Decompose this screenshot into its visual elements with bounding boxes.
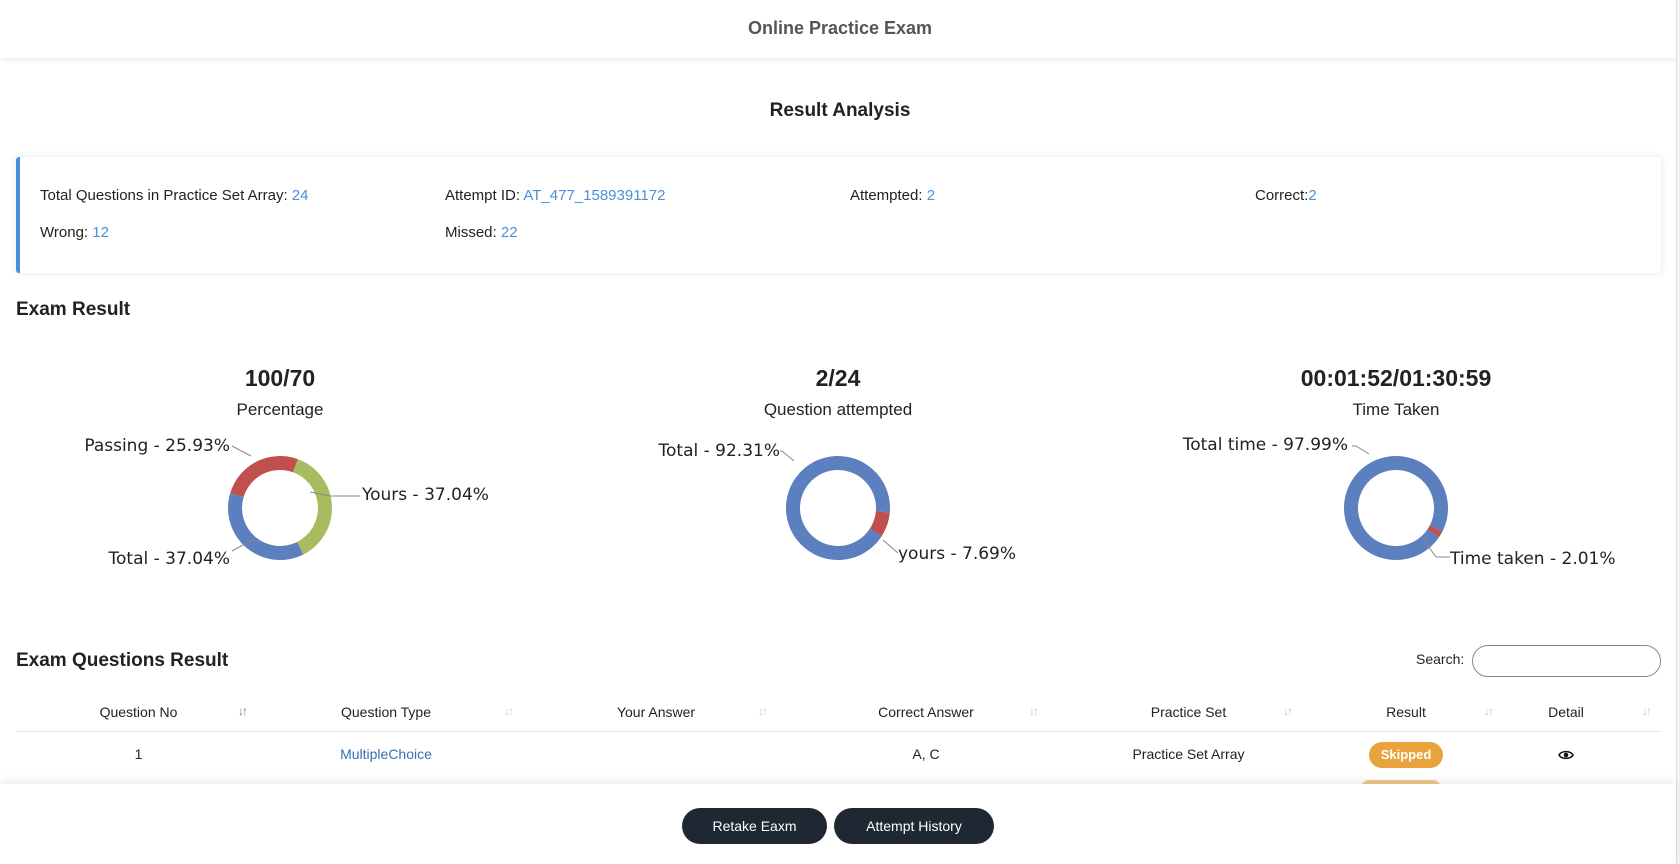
donut-slice bbox=[1344, 456, 1448, 560]
sort-icon[interactable]: ↓↑ bbox=[1029, 704, 1039, 718]
chart-subtitle: Time Taken bbox=[1352, 400, 1440, 419]
slice-label: Total - 92.31% bbox=[658, 441, 780, 461]
cell-result: Skipped bbox=[1316, 732, 1496, 776]
slice-label: Total - 37.04% bbox=[108, 549, 230, 569]
search-input[interactable] bbox=[1472, 645, 1661, 677]
table-header: Question No ↓↑ Question Type ↓↑ Your Ans… bbox=[16, 692, 1661, 732]
summary-missed: Missed: 22 bbox=[445, 224, 518, 241]
donut-slice bbox=[786, 456, 890, 560]
column-label: Practice Set bbox=[1150, 704, 1227, 720]
summary-label: Total Questions in Practice Set Array: bbox=[40, 187, 292, 204]
questions-attempted-chart: 2/24 Question attempted Total - 92.31% y… bbox=[558, 360, 1118, 590]
summary-label: Attempted: bbox=[850, 187, 927, 204]
time-taken-chart: 00:01:52/01:30:59 Time Taken Total time … bbox=[1116, 360, 1676, 590]
chart-score: 100/70 bbox=[244, 365, 316, 391]
percentage-donut: Yours - 37.04% Passing - 25.93% Total - … bbox=[84, 436, 489, 569]
exam-result-title: Exam Result bbox=[16, 299, 131, 320]
slice-label: Yours - 37.04% bbox=[361, 485, 489, 505]
cell-question-no: 1 bbox=[134, 746, 143, 762]
column-header-your-answer[interactable]: Your Answer bbox=[521, 692, 791, 732]
donut-slice bbox=[1427, 525, 1443, 538]
footer-bar: Retake Eaxm Attempt History bbox=[0, 784, 1676, 864]
column-header-question-no[interactable]: Question No bbox=[26, 692, 251, 732]
donut-slice bbox=[227, 493, 304, 560]
chart-subtitle: Question attempted bbox=[763, 400, 913, 419]
column-label: Question Type bbox=[340, 704, 432, 720]
cell-question-type: MultipleChoice bbox=[251, 732, 521, 776]
summary-correct: Correct:2 bbox=[1255, 187, 1317, 204]
questions-attempted-donut: Total - 92.31% yours - 7.69% bbox=[658, 441, 1017, 564]
top-bar: Online Practice Exam bbox=[0, 0, 1680, 58]
cell-your-answer bbox=[521, 732, 791, 776]
time-taken-donut: Total time - 97.99% Time taken - 2.01% bbox=[1182, 435, 1616, 569]
slice-label: Total time - 97.99% bbox=[1182, 435, 1348, 455]
summary-value: 2 bbox=[926, 187, 936, 204]
column-header-practice-set[interactable]: Practice Set bbox=[1061, 692, 1316, 732]
sort-icon[interactable]: ↓↑ bbox=[1484, 704, 1494, 718]
slice-label: Time taken - 2.01% bbox=[1449, 549, 1616, 569]
leader-line bbox=[231, 445, 252, 457]
question-type-link[interactable]: MultipleChoice bbox=[340, 746, 432, 762]
donut-slice bbox=[230, 456, 298, 498]
eye-icon[interactable] bbox=[1558, 749, 1574, 761]
donut-slice bbox=[869, 511, 890, 537]
sort-asc-icon[interactable]: ↓↑ bbox=[238, 704, 248, 718]
column-label: Your Answer bbox=[616, 704, 696, 720]
summary-value: 24 bbox=[291, 187, 309, 204]
summary-value: 22 bbox=[500, 224, 518, 241]
chart-subtitle: Percentage bbox=[236, 400, 324, 419]
column-label: Question No bbox=[99, 704, 178, 720]
cell-practice-set: Practice Set Array bbox=[1132, 746, 1245, 762]
summary-attempt-id: Attempt ID: AT_477_1589391172 bbox=[445, 187, 665, 204]
scrollbar[interactable] bbox=[1676, 0, 1680, 864]
percentage-chart: 100/70 Percentage Yours - 37.04% Passing… bbox=[0, 360, 560, 590]
questions-result-title: Exam Questions Result bbox=[16, 650, 229, 671]
cell-detail bbox=[1496, 732, 1636, 776]
donut-slice bbox=[292, 459, 332, 555]
chart-score: 00:01:52/01:30:59 bbox=[1300, 365, 1492, 391]
cell-correct-answer: A, C bbox=[912, 746, 940, 762]
summary-value: AT_477_1589391172 bbox=[523, 187, 666, 204]
attempt-history-button[interactable]: Attempt History bbox=[834, 808, 994, 844]
result-summary-card: Total Questions in Practice Set Array: 2… bbox=[16, 157, 1661, 273]
result-analysis-title: Result Analysis bbox=[769, 100, 911, 121]
summary-label: Correct: bbox=[1255, 187, 1309, 204]
status-badge: Skipped bbox=[1368, 742, 1444, 768]
column-header-result[interactable]: Result bbox=[1316, 692, 1496, 732]
leader-line bbox=[882, 539, 899, 554]
column-label: Correct Answer bbox=[878, 704, 974, 720]
summary-attempted: Attempted: 2 bbox=[850, 187, 935, 204]
sort-icon[interactable]: ↓↑ bbox=[504, 704, 514, 718]
column-header-detail[interactable]: Detail bbox=[1496, 692, 1636, 732]
column-header-correct-answer[interactable]: Correct Answer bbox=[791, 692, 1061, 732]
column-header-question-type[interactable]: Question Type bbox=[251, 692, 521, 732]
summary-value: 2 bbox=[1308, 187, 1317, 204]
search-label: Search: bbox=[1416, 651, 1465, 667]
slice-label: yours - 7.69% bbox=[898, 544, 1016, 564]
summary-label: Wrong: bbox=[40, 224, 93, 241]
leader-line bbox=[1423, 539, 1450, 558]
questions-table: Question No ↓↑ Question Type ↓↑ Your Ans… bbox=[16, 692, 1661, 776]
slice-label: Passing - 25.93% bbox=[84, 436, 230, 456]
column-label: Result bbox=[1386, 704, 1426, 720]
summary-label: Missed: bbox=[445, 224, 501, 241]
summary-label: Attempt ID: bbox=[445, 187, 524, 204]
sort-icon[interactable]: ↓↑ bbox=[1283, 704, 1293, 718]
summary-total-questions: Total Questions in Practice Set Array: 2… bbox=[40, 187, 308, 204]
leader-line bbox=[1352, 445, 1370, 455]
app-title: Online Practice Exam bbox=[747, 18, 933, 38]
leader-line bbox=[780, 450, 795, 462]
table-row: 1 MultipleChoice A, C Practice Set Array… bbox=[16, 732, 1661, 776]
sort-icon[interactable]: ↓↑ bbox=[758, 704, 768, 718]
summary-wrong: Wrong: 12 bbox=[40, 224, 109, 241]
column-label: Detail bbox=[1548, 704, 1584, 720]
chart-score: 2/24 bbox=[815, 365, 861, 391]
leader-line bbox=[309, 491, 360, 497]
retake-exam-button[interactable]: Retake Eaxm bbox=[682, 808, 827, 844]
sort-icon[interactable]: ↓↑ bbox=[1642, 704, 1652, 718]
summary-value: 12 bbox=[92, 224, 109, 241]
leader-line bbox=[231, 538, 255, 552]
